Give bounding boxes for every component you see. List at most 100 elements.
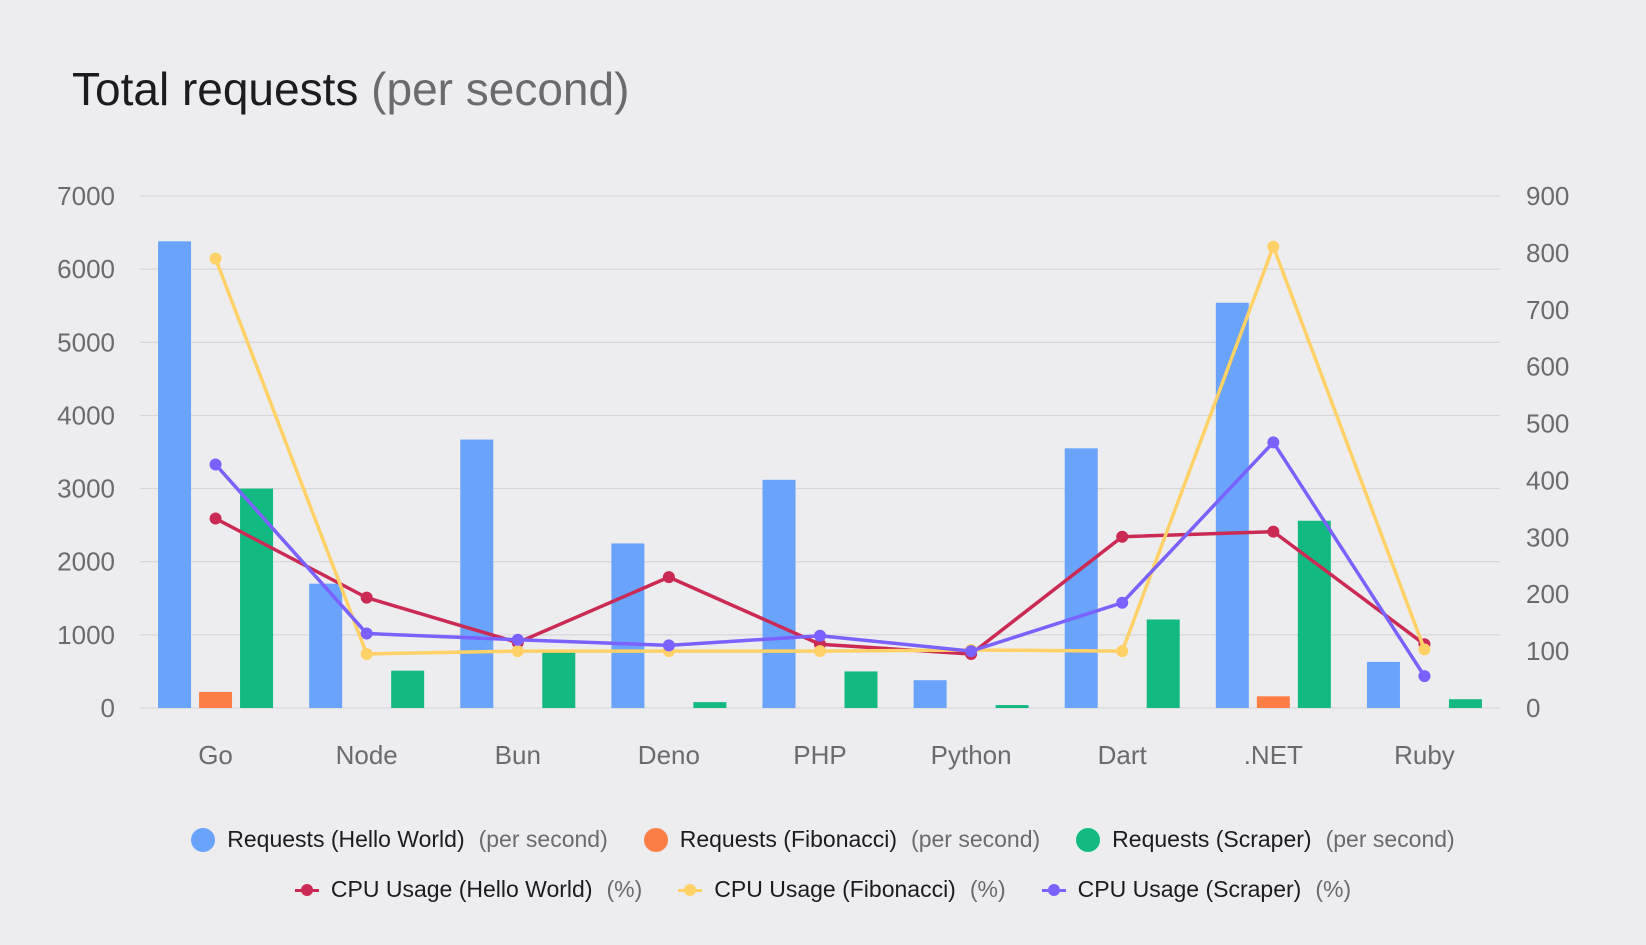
point-cpu-usage-fibonacci-dart: [1116, 645, 1129, 658]
y-left-tick-label: 5000: [57, 327, 115, 357]
y-left-tick-label: 4000: [57, 400, 115, 430]
legend-swatch: [294, 883, 319, 896]
bar-requests-scraper-bun: [542, 650, 576, 708]
point-cpu-usage-fibonacci-php: [814, 645, 826, 658]
x-tick-label: Ruby: [1394, 740, 1455, 770]
point-cpu-usage-scraper-php: [814, 629, 826, 642]
y-right-tick-label: 500: [1526, 409, 1569, 439]
x-tick-label: Deno: [638, 740, 700, 770]
legend-lines: CPU Usage (Hello World) (%) CPU Usage (F…: [0, 876, 1646, 903]
bar-requests-hello-world-node: [309, 583, 343, 708]
x-tick-label: .NET: [1244, 740, 1303, 770]
point-cpu-usage-scraper-dart: [1116, 596, 1129, 609]
y-right-tick-label: 700: [1526, 295, 1569, 325]
chart-title-main: Total requests: [72, 63, 359, 115]
y-right-tick-label: 300: [1526, 522, 1569, 552]
y-left-tick-label: 1000: [57, 620, 115, 650]
point-cpu-usage-hello-world-node: [360, 591, 373, 604]
y-right-tick-label: 600: [1526, 352, 1569, 382]
point-cpu-usage-fibonacci-go: [209, 252, 222, 265]
legend-item-requests-hello-world[interactable]: Requests (Hello World) (per second): [191, 826, 608, 853]
bar-requests-scraper-dart: [1146, 619, 1180, 708]
lines: [209, 240, 1431, 683]
y-right-tick-label: 200: [1526, 579, 1569, 609]
y-left-tick-label: 3000: [57, 474, 115, 504]
point-cpu-usage-scraper-net: [1267, 436, 1280, 449]
bar-requests-scraper-ruby: [1448, 699, 1482, 708]
y-axis-right: 0 100 200 300 400 500 600 700 800 900: [1526, 181, 1569, 723]
chart-title: Total requests (per second): [72, 62, 629, 116]
point-cpu-usage-scraper-node: [360, 627, 373, 640]
chart: 0 1000 2000 3000 4000 5000 6000 7000 0 100 200 300…: [57, 181, 1569, 770]
bar-requests-fibonacci-net: [1256, 696, 1290, 708]
legend-swatch: [191, 827, 216, 852]
point-cpu-usage-scraper-go: [209, 458, 222, 471]
legend-label: CPU Usage (Scraper): [1077, 876, 1302, 902]
point-cpu-usage-scraper-deno: [662, 639, 675, 652]
gridlines: [140, 195, 1500, 709]
legend-item-requests-fibonacci[interactable]: Requests (Fibonacci) (per second): [643, 826, 1041, 853]
bar-requests-scraper-node: [391, 670, 425, 708]
bar-requests-fibonacci-go: [199, 691, 233, 708]
x-tick-label: Dart: [1098, 740, 1148, 770]
x-tick-label: Node: [336, 740, 398, 770]
point-cpu-usage-hello-world-go: [209, 512, 222, 525]
legend-unit: (per second): [478, 826, 608, 852]
x-tick-label: Python: [931, 740, 1012, 770]
bar-requests-hello-world-deno: [611, 543, 645, 708]
point-cpu-usage-hello-world-deno: [662, 571, 675, 584]
legend-swatch: [1076, 827, 1101, 852]
legend-unit: (%): [1315, 876, 1352, 902]
legend-bars: Requests (Hello World) (per second) Requ…: [0, 826, 1646, 853]
y-right-tick-label: 0: [1526, 693, 1540, 723]
y-right-tick-label: 400: [1526, 465, 1569, 495]
point-cpu-usage-hello-world-net: [1267, 525, 1280, 538]
x-tick-label: Go: [198, 740, 233, 770]
y-left-tick-label: 2000: [57, 547, 115, 577]
legend-item-cpu-fibonacci[interactable]: CPU Usage (Fibonacci) (%): [678, 876, 1006, 903]
legend-swatch: [1041, 883, 1066, 896]
legend-swatch: [678, 883, 703, 896]
legend-label: Requests (Scraper): [1112, 826, 1312, 852]
legend-unit: (per second): [911, 826, 1041, 852]
point-cpu-usage-scraper-bun: [511, 633, 524, 646]
legend-label: Requests (Hello World): [227, 826, 465, 852]
point-cpu-usage-fibonacci-node: [360, 647, 373, 660]
point-cpu-usage-fibonacci-bun: [511, 645, 524, 658]
legend-swatch: [643, 827, 668, 852]
bar-requests-hello-world-python: [913, 680, 947, 708]
legend-unit: (%): [969, 876, 1006, 902]
bar-requests-scraper-python: [995, 705, 1029, 708]
bar-requests-scraper-deno: [693, 702, 727, 708]
point-cpu-usage-fibonacci-net: [1267, 240, 1280, 253]
y-right-tick-label: 900: [1526, 181, 1569, 211]
x-axis-labels: Go Node Bun Deno PHP Python Dart .NET Ruby: [198, 740, 1455, 770]
legend-item-cpu-scraper[interactable]: CPU Usage (Scraper) (%): [1041, 876, 1352, 903]
legend-label: CPU Usage (Hello World): [330, 876, 593, 902]
bar-requests-scraper-php: [844, 671, 878, 708]
bar-requests-hello-world-ruby: [1366, 661, 1400, 708]
x-tick-label: Bun: [495, 740, 541, 770]
point-cpu-usage-fibonacci-ruby: [1418, 643, 1431, 656]
point-cpu-usage-scraper-python: [965, 645, 978, 658]
chart-title-unit: (per second): [371, 63, 630, 115]
point-cpu-usage-hello-world-dart: [1116, 530, 1129, 543]
legend-unit: (%): [606, 876, 643, 902]
y-right-tick-label: 100: [1526, 636, 1569, 666]
bar-requests-hello-world-php: [762, 479, 796, 708]
bar-requests-hello-world-bun: [460, 439, 494, 708]
point-cpu-usage-scraper-ruby: [1418, 670, 1431, 683]
y-left-tick-label: 6000: [57, 254, 115, 284]
bar-requests-scraper-net: [1297, 520, 1331, 708]
legend-label: Requests (Fibonacci): [679, 826, 898, 852]
y-right-tick-label: 800: [1526, 238, 1569, 268]
bar-requests-hello-world-go: [158, 241, 192, 708]
bar-requests-hello-world-net: [1215, 302, 1249, 708]
y-left-tick-label: 0: [101, 693, 115, 723]
legend-label: CPU Usage (Fibonacci): [714, 876, 956, 902]
legend-item-cpu-hello-world[interactable]: CPU Usage (Hello World) (%): [294, 876, 643, 903]
y-axis-left: 0 1000 2000 3000 4000 5000 6000 7000: [57, 181, 115, 723]
y-left-tick-label: 7000: [57, 181, 115, 211]
legend-item-requests-scraper[interactable]: Requests (Scraper) (per second): [1076, 826, 1455, 853]
x-tick-label: PHP: [793, 740, 846, 770]
